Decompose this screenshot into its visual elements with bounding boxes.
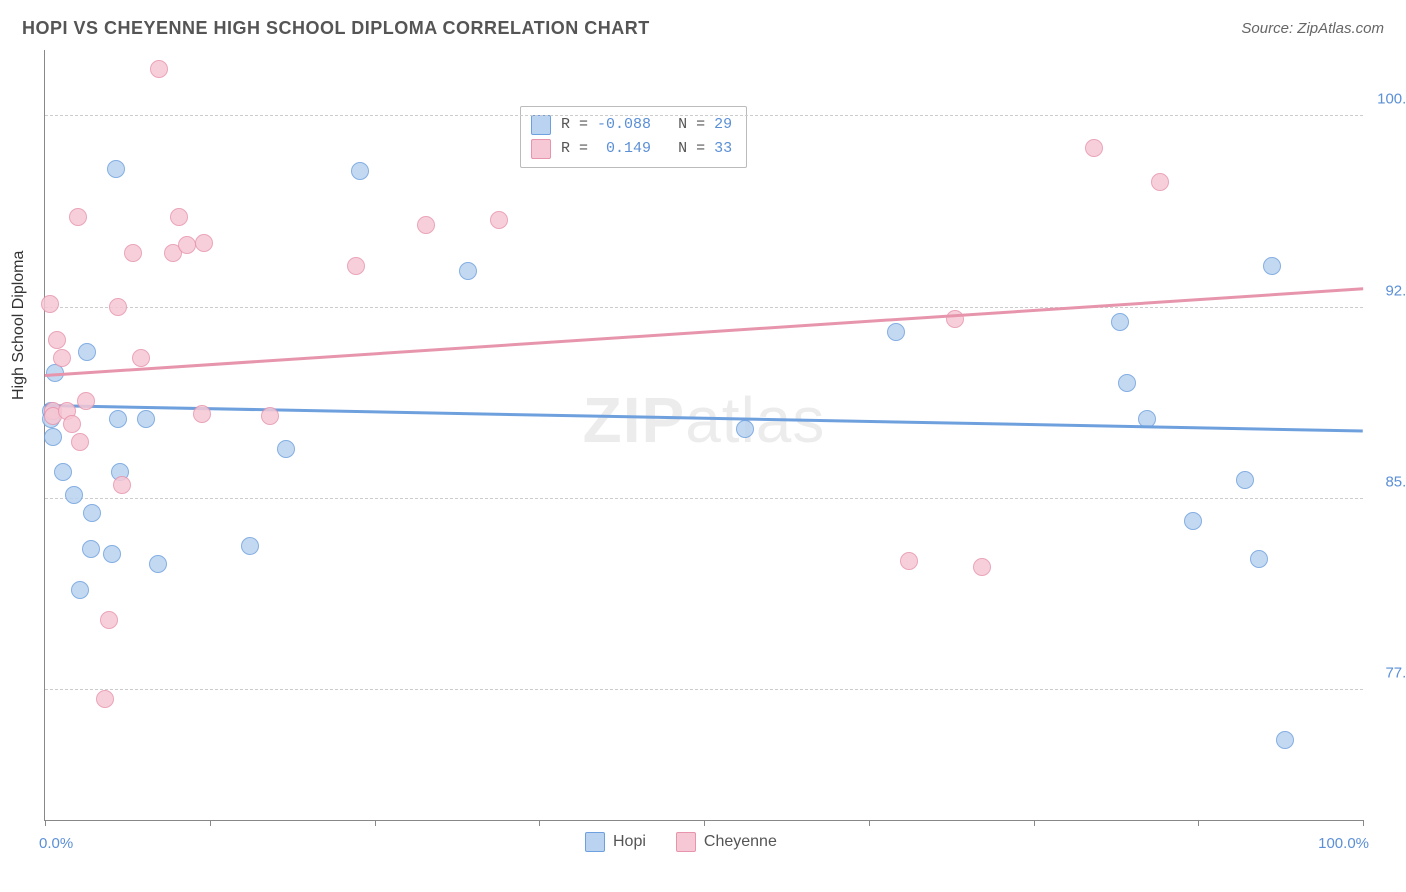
hopi-point [351, 162, 369, 180]
cheyenne-point [132, 349, 150, 367]
hopi-point [137, 410, 155, 428]
chart-title: HOPI VS CHEYENNE HIGH SCHOOL DIPLOMA COR… [22, 18, 650, 39]
gridline [45, 115, 1363, 116]
hopi-point [1118, 374, 1136, 392]
cheyenne-point [195, 234, 213, 252]
y-tick-label: 92.5% [1385, 282, 1406, 299]
hopi-point [1111, 313, 1129, 331]
chart-header: HOPI VS CHEYENNE HIGH SCHOOL DIPLOMA COR… [22, 18, 1384, 39]
hopi-point [109, 410, 127, 428]
x-tick [1363, 820, 1364, 826]
cheyenne-point [1085, 139, 1103, 157]
cheyenne-point [71, 433, 89, 451]
cheyenne-point [77, 392, 95, 410]
hopi-swatch-icon [585, 832, 605, 852]
cheyenne-point [193, 405, 211, 423]
hopi-point [83, 504, 101, 522]
x-tick [704, 820, 705, 826]
scatter-chart: ZIPatlas R = -0.088 N = 29 R = 0.149 N =… [44, 50, 1363, 821]
hopi-point [459, 262, 477, 280]
x-tick [869, 820, 870, 826]
hopi-point [1250, 550, 1268, 568]
bottom-legend: Hopi Cheyenne [585, 832, 777, 852]
cheyenne-swatch-icon [531, 139, 551, 159]
legend-item-cheyenne: Cheyenne [676, 832, 777, 852]
gridline [45, 307, 1363, 308]
y-tick-label: 77.5% [1385, 664, 1406, 681]
cheyenne-point [900, 552, 918, 570]
hopi-point [241, 537, 259, 555]
source-label: Source: ZipAtlas.com [1241, 20, 1384, 37]
stats-text-hopi: R = -0.088 N = 29 [561, 113, 732, 137]
source-name: ZipAtlas.com [1297, 20, 1384, 37]
legend-item-hopi: Hopi [585, 832, 646, 852]
hopi-trend-line [45, 404, 1363, 432]
cheyenne-point [170, 208, 188, 226]
hopi-point [71, 581, 89, 599]
cheyenne-point [261, 407, 279, 425]
y-axis-label: High School Diploma [10, 251, 28, 400]
cheyenne-point [48, 331, 66, 349]
hopi-point [1276, 731, 1294, 749]
cheyenne-point [150, 60, 168, 78]
x-axis-max-label: 100.0% [1318, 835, 1369, 852]
y-tick-label: 85.0% [1385, 473, 1406, 490]
hopi-point [78, 343, 96, 361]
legend-label-cheyenne: Cheyenne [704, 833, 777, 851]
source-prefix: Source: [1241, 20, 1297, 37]
legend-label-hopi: Hopi [613, 833, 646, 851]
x-tick [210, 820, 211, 826]
cheyenne-trend-line [45, 287, 1363, 376]
watermark-bold: ZIP [583, 384, 686, 456]
hopi-point [54, 463, 72, 481]
hopi-point [736, 420, 754, 438]
cheyenne-point [69, 208, 87, 226]
cheyenne-point [347, 257, 365, 275]
hopi-point [107, 160, 125, 178]
stats-row-cheyenne: R = 0.149 N = 33 [531, 137, 732, 161]
hopi-point [65, 486, 83, 504]
hopi-point [149, 555, 167, 573]
cheyenne-point [41, 295, 59, 313]
cheyenne-point [973, 558, 991, 576]
hopi-point [82, 540, 100, 558]
x-tick [1034, 820, 1035, 826]
cheyenne-point [109, 298, 127, 316]
hopi-point [1184, 512, 1202, 530]
x-tick [539, 820, 540, 826]
gridline [45, 498, 1363, 499]
cheyenne-point [113, 476, 131, 494]
hopi-point [277, 440, 295, 458]
hopi-point [1263, 257, 1281, 275]
cheyenne-point [124, 244, 142, 262]
hopi-swatch-icon [531, 115, 551, 135]
hopi-point [103, 545, 121, 563]
x-axis-min-label: 0.0% [39, 835, 73, 852]
cheyenne-point [417, 216, 435, 234]
y-tick-label: 100.0% [1377, 91, 1406, 108]
x-tick [45, 820, 46, 826]
hopi-point [887, 323, 905, 341]
cheyenne-point [96, 690, 114, 708]
cheyenne-swatch-icon [676, 832, 696, 852]
cheyenne-point [53, 349, 71, 367]
hopi-point [44, 428, 62, 446]
gridline [45, 689, 1363, 690]
hopi-point [1236, 471, 1254, 489]
x-tick [1198, 820, 1199, 826]
stats-text-cheyenne: R = 0.149 N = 33 [561, 137, 732, 161]
cheyenne-point [490, 211, 508, 229]
cheyenne-point [178, 236, 196, 254]
stats-row-hopi: R = -0.088 N = 29 [531, 113, 732, 137]
cheyenne-point [63, 415, 81, 433]
cheyenne-point [1151, 173, 1169, 191]
cheyenne-point [100, 611, 118, 629]
x-tick [375, 820, 376, 826]
